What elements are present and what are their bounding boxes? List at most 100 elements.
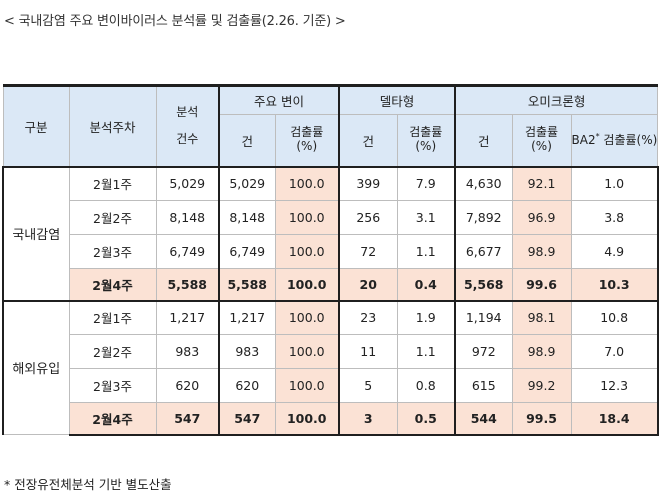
cell-delta-count: 72 (338, 234, 398, 269)
cell-major-count: 1,217 (218, 299, 276, 335)
header-ba2-label: BA2 (571, 133, 596, 148)
cell-ba2-rate: 10.8 (570, 299, 659, 335)
cell-omi-count: 544 (454, 402, 513, 436)
header-analysis-line1: 분석 (176, 104, 199, 119)
cell-ba2-rate: 1.0 (570, 165, 659, 201)
cell-delta-rate: 1.1 (396, 234, 456, 269)
cell-delta-count: 3 (338, 402, 398, 436)
cell-omi-rate: 99.5 (511, 402, 572, 436)
header-analysis-line2: 건수 (176, 132, 199, 147)
cell-week: 2월3주 (68, 234, 157, 269)
header-delta-count: 건 (338, 114, 398, 167)
header-major-rate: 검출률 (%) (274, 114, 340, 167)
cell-omi-count: 1,194 (454, 299, 513, 335)
header-major-rate-label: 검출률 (290, 125, 324, 140)
header-delta-rate-label: 검출률 (409, 125, 443, 140)
cell-delta-rate: 0.4 (396, 268, 456, 301)
table-row: 국내감염 2월1주 5,029 5,029 100.0 399 7.9 4,630 92.1 1.… (2, 165, 659, 301)
header-major-count: 건 (218, 114, 276, 167)
cell-delta-rate: 0.8 (396, 368, 456, 403)
cell-delta-rate: 3.1 (396, 200, 456, 235)
cell-major-count: 547 (218, 402, 276, 436)
variant-table-container: 구분 분석주차 분석 건수 주요 변이 델타형 오미크론형 건 검출률 (%) … (2, 84, 659, 436)
cell-omi-rate: 96.9 (511, 200, 572, 235)
table-row: 2월3주 6,749 6,749 100.0 72 1.1 6,677 98.9 4.9 (3, 234, 659, 269)
header-omi-rate: 검출률 (%) (511, 114, 572, 167)
header-week: 분석주차 (68, 84, 157, 167)
cell-analysis: 6,749 (155, 234, 220, 269)
table-header: 구분 분석주차 분석 건수 주요 변이 델타형 오미크론형 건 검출률 (%) … (2, 84, 659, 167)
cell-major-rate: 100.0 (274, 402, 340, 436)
cell-omi-count: 7,892 (454, 200, 513, 235)
cell-ba2-rate: 18.4 (570, 402, 659, 436)
header-ba2-rate-label: 검출률(%) (603, 133, 658, 148)
cell-week: 2월1주 (68, 165, 157, 201)
footnote: * 전장유전체분석 기반 별도산출 (4, 477, 172, 492)
cell-delta-rate: 0.5 (396, 402, 456, 436)
cell-delta-count: 20 (338, 268, 398, 301)
cell-omi-rate: 98.9 (511, 334, 572, 369)
cell-week: 2월4주 (68, 268, 157, 301)
table-row: 2월4주 5,588 5,588 100.0 20 0.4 5,568 99.6 10.3 (3, 268, 659, 301)
cell-major-rate: 100.0 (274, 234, 340, 269)
cell-omi-count: 615 (454, 368, 513, 403)
cell-delta-rate: 1.1 (396, 334, 456, 369)
section-label: 국내감염 (2, 165, 70, 301)
cell-omi-count: 972 (454, 334, 513, 369)
cell-omi-count: 5,568 (454, 268, 513, 301)
cell-omi-rate: 99.6 (511, 268, 572, 301)
table-row: 2월2주 983 983 100.0 11 1.1 972 98.9 7.0 (3, 334, 659, 369)
table-row: 해외유입 2월1주 1,217 1,217 100.0 23 1.9 1,194 98.1 10.… (2, 299, 659, 435)
cell-analysis: 1,217 (155, 299, 220, 335)
header-delta-rate: 검출률 (%) (396, 114, 456, 167)
header-omi-rate-label: 검출률 (524, 125, 559, 140)
cell-week: 2월2주 (68, 334, 157, 369)
header-omi-count: 건 (454, 114, 513, 167)
cell-omi-rate: 92.1 (511, 165, 572, 201)
cell-analysis: 5,029 (155, 165, 220, 201)
cell-major-count: 620 (218, 368, 276, 403)
cell-omi-rate: 98.9 (511, 234, 572, 269)
cell-analysis: 5,588 (155, 268, 220, 301)
cell-delta-count: 399 (338, 165, 398, 201)
cell-major-count: 5,029 (218, 165, 276, 201)
header-ba2-star: * (595, 132, 600, 142)
cell-delta-count: 11 (338, 334, 398, 369)
cell-delta-rate: 1.9 (396, 299, 456, 335)
cell-major-rate: 100.0 (274, 299, 340, 335)
variant-table: 구분 분석주차 분석 건수 주요 변이 델타형 오미크론형 건 검출률 (%) … (2, 84, 659, 436)
header-omicron: 오미크론형 (454, 84, 659, 115)
cell-ba2-rate: 3.8 (570, 200, 659, 235)
header-analysis: 분석 건수 (155, 84, 220, 167)
cell-ba2-rate: 7.0 (570, 334, 659, 369)
cell-analysis: 8,148 (155, 200, 220, 235)
cell-major-count: 983 (218, 334, 276, 369)
cell-ba2-rate: 10.3 (570, 268, 659, 301)
header-major-variant: 주요 변이 (218, 84, 340, 115)
cell-omi-rate: 98.1 (511, 299, 572, 335)
cell-delta-count: 256 (338, 200, 398, 235)
section-label: 해외유입 (2, 299, 70, 435)
cell-analysis: 547 (155, 402, 220, 436)
header-ba2-rate: BA2* 검출률(%) (570, 114, 659, 167)
header-omi-rate-unit: (%) (531, 139, 552, 154)
cell-major-rate: 100.0 (274, 268, 340, 301)
cell-omi-count: 4,630 (454, 165, 513, 201)
cell-ba2-rate: 4.9 (570, 234, 659, 269)
cell-major-count: 8,148 (218, 200, 276, 235)
cell-major-count: 5,588 (218, 268, 276, 301)
cell-major-rate: 100.0 (274, 200, 340, 235)
cell-delta-count: 23 (338, 299, 398, 335)
cell-ba2-rate: 12.3 (570, 368, 659, 403)
table-body: 국내감염 2월1주 5,029 5,029 100.0 399 7.9 4,630 92.1 1.… (2, 165, 659, 436)
page-title: < 국내감염 주요 변이바이러스 분석률 및 검출률(2.26. 기준) > (4, 14, 346, 29)
table-row: 2월4주 547 547 100.0 3 0.5 544 99.5 18.4 (3, 402, 659, 436)
cell-omi-count: 6,677 (454, 234, 513, 269)
header-group: 구분 (2, 84, 70, 167)
cell-delta-rate: 7.9 (396, 165, 456, 201)
cell-major-rate: 100.0 (274, 368, 340, 403)
cell-week: 2월1주 (68, 299, 157, 335)
cell-major-rate: 100.0 (274, 334, 340, 369)
header-delta: 델타형 (338, 84, 456, 115)
cell-week: 2월4주 (68, 402, 157, 436)
